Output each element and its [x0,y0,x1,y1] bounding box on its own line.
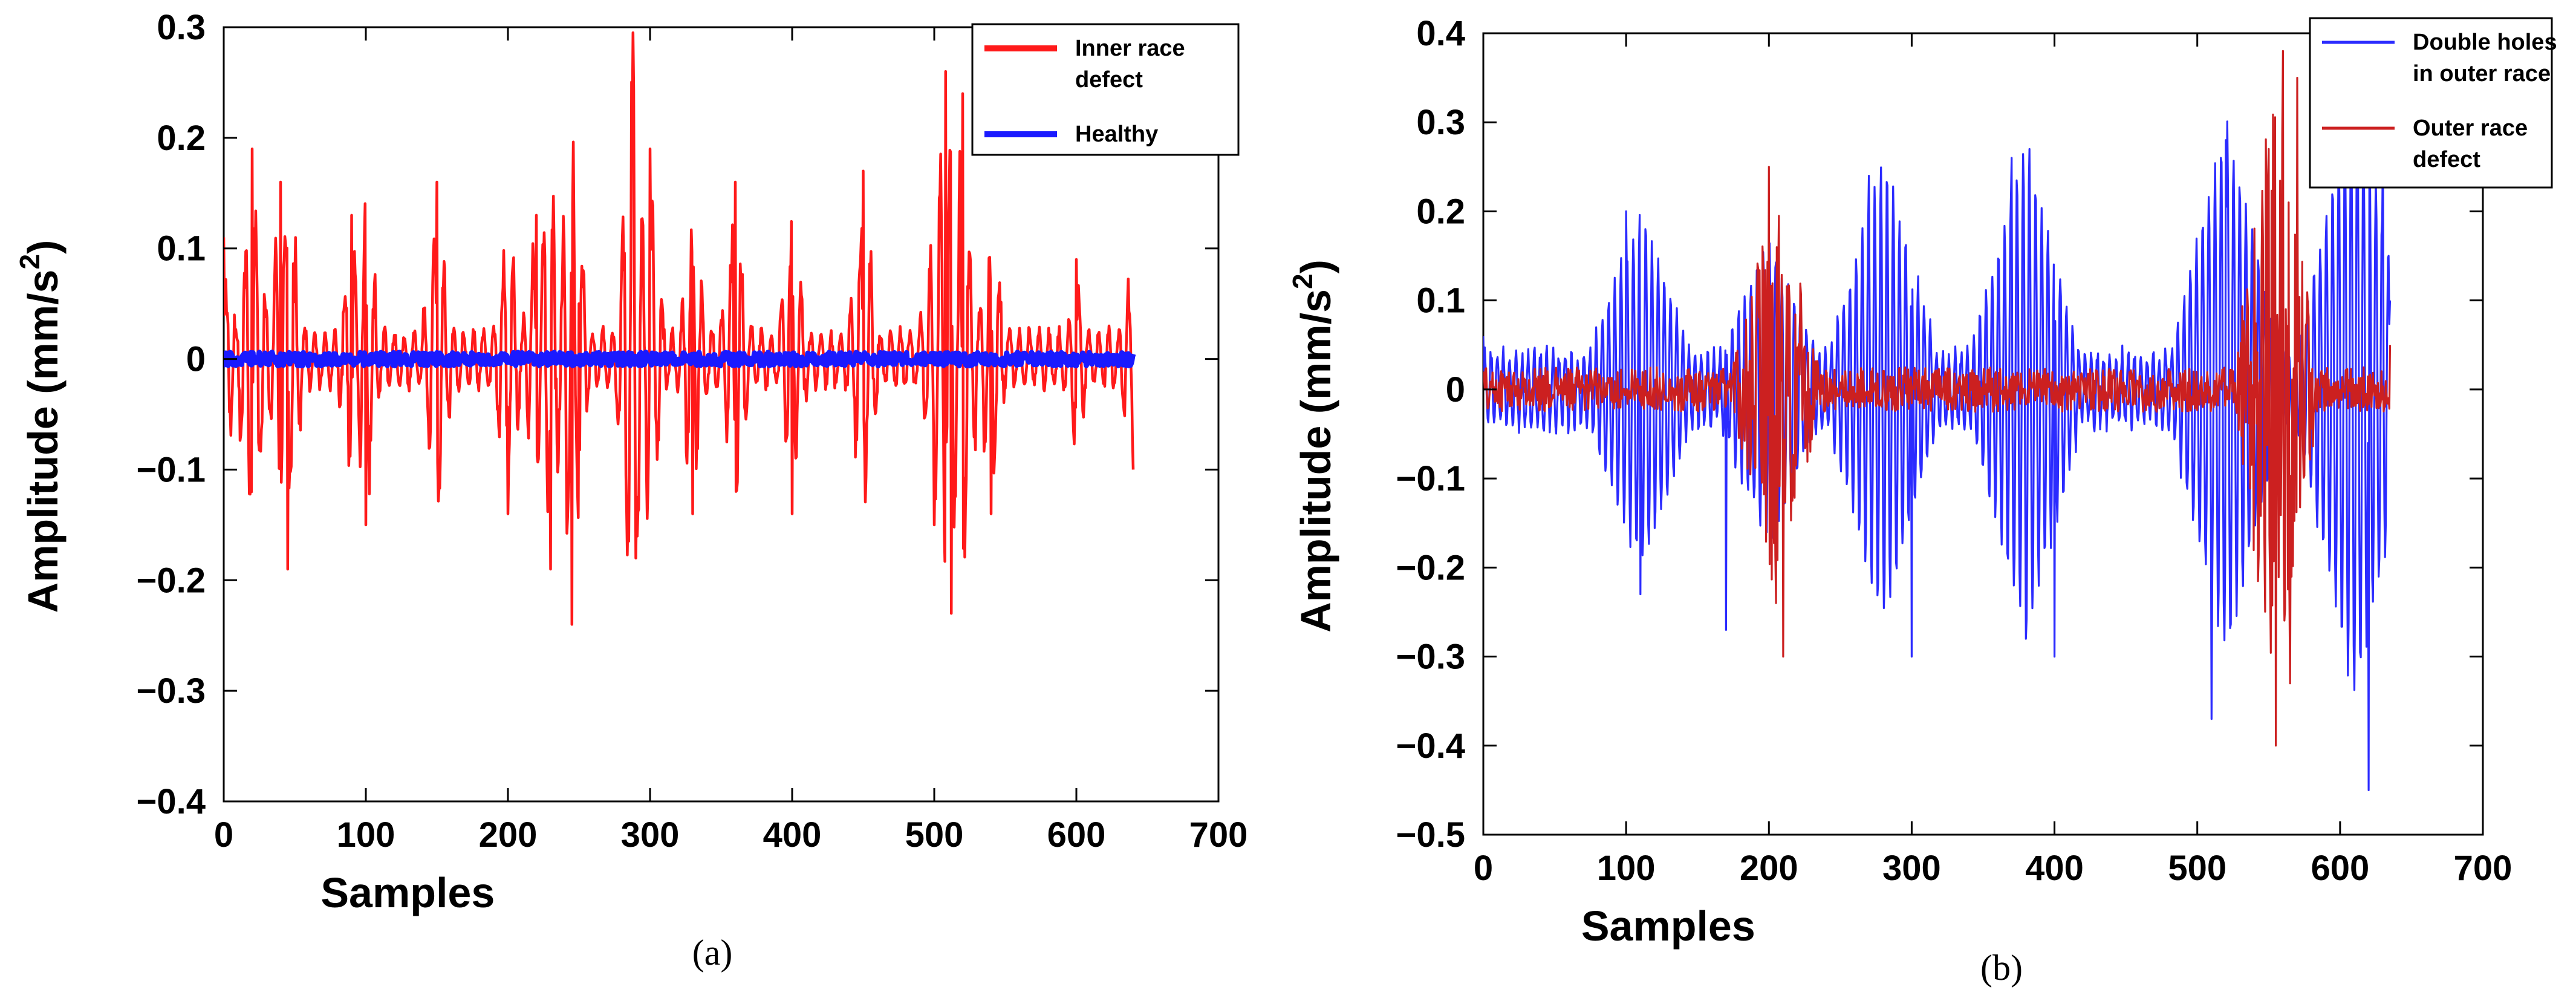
y-tick-label: 0.4 [1416,14,1465,53]
y-axis-label-text: Amplitude (mm/s [1292,289,1339,633]
y-tick-label: −0.3 [1396,637,1466,677]
x-tick-label: 200 [479,815,538,855]
y-tick-label: 0 [1446,370,1465,409]
legend-box [2309,17,2553,189]
series-line-inner-race-defect [224,31,1135,626]
legend-label: in outer race [2413,61,2551,86]
x-tick-label: 200 [1740,849,1798,888]
y-axis-label: Amplitude (mm/s2) [14,240,67,613]
panel-caption: (b) [1980,948,2023,988]
legend-label: defect [1075,67,1143,93]
y-tick-label: −0.4 [1396,726,1466,766]
x-tick-label: 400 [763,815,822,855]
x-tick-label: 0 [214,815,233,855]
x-tick-label: 100 [337,815,395,855]
series-line-outer-race-defect [1483,50,2392,747]
y-tick-label: −0.5 [1396,815,1466,855]
panel-caption: (a) [692,933,733,973]
y-tick-label: 0 [186,340,206,379]
y-tick-label: 0.2 [1416,192,1465,231]
legend-label: Inner race [1075,36,1185,61]
x-axis-label: Samples [1581,902,1755,950]
x-tick-label: 500 [2168,849,2226,888]
y-tick-label: −0.2 [137,561,206,600]
x-tick-label: 400 [2025,849,2084,888]
y-tick-label: 0.3 [157,8,206,47]
y-axis-label-superscript: 2 [14,254,45,270]
series-group [1483,50,2392,792]
y-tick-label: 0.1 [1416,281,1465,321]
x-tick-label: 0 [1474,849,1493,888]
y-tick-label: 0.2 [157,119,206,158]
chart-panel-b: 0 100 200 300 400 500 600 700 −0.5 −0.4 −0.3 −0.2 −0… [1287,14,2557,988]
x-tick-label: 700 [2454,849,2513,888]
y-axis-label-superscript: 2 [1287,273,1318,289]
x-tick-label: 700 [1189,815,1248,855]
legend-label: defect [2413,147,2480,172]
legend-label: Outer race [2413,116,2528,141]
legend-label: Healthy [1075,122,1158,147]
y-tick-label: −0.2 [1396,548,1466,587]
y-tick-label: −0.3 [137,671,206,711]
y-tick-label: −0.1 [1396,459,1466,498]
series-line-double-holes-in-outer-race [1483,97,2392,792]
plot-area [223,26,1220,803]
x-tick-label: 100 [1597,849,1656,888]
series-group [224,31,1136,626]
legend-label: Double holes [2413,30,2557,55]
x-tick-label: 300 [1882,849,1941,888]
series-line-healthy [224,350,1136,368]
y-tick-label: 0.1 [157,229,206,269]
x-tick-label: 500 [905,815,964,855]
y-axis-label: Amplitude (mm/s2) [1287,259,1339,633]
y-tick-label: −0.1 [137,450,206,489]
y-tick-label: 0.3 [1416,103,1465,142]
x-axis-label: Samples [320,869,495,916]
chart-panel-a: 0 100 200 300 400 500 600 700 −0.4 −0.3 −0.2 −0.1 0 0… [14,8,1247,973]
y-axis-label-suffix: ) [19,240,67,254]
x-tick-label: 600 [2311,849,2369,888]
x-tick-label: 600 [1047,815,1106,855]
y-axis-label-text: Amplitude (mm/s [19,270,67,613]
x-tick-label: 300 [621,815,680,855]
y-tick-label: −0.4 [137,782,206,821]
y-axis-label-suffix: ) [1292,259,1339,273]
